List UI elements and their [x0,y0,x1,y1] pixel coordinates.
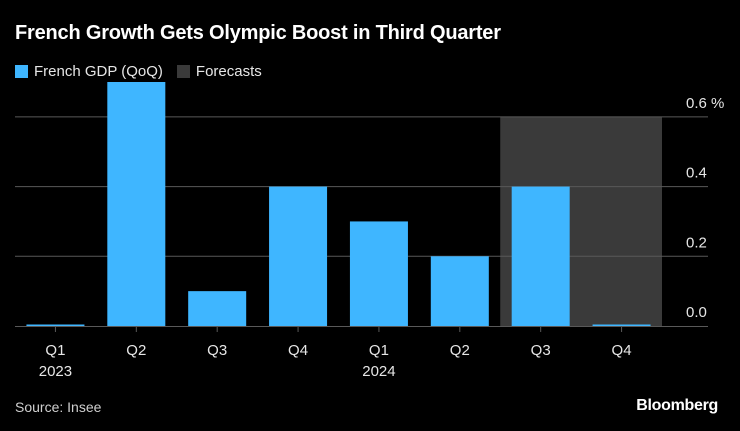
x-tick-label-0: Q1 [45,342,65,359]
x-year-label-0: 2023 [39,363,72,380]
legend-swatch-gdp [15,64,28,78]
x-tick-label-2: Q3 [207,342,227,359]
bar-4 [349,221,408,326]
bar-2 [188,291,247,326]
x-tick-label-5: Q2 [450,342,470,359]
legend-item-gdp: French GDP (QoQ) [15,63,163,80]
bar-7 [592,324,651,326]
chart-title: French Growth Gets Olympic Boost in Thir… [15,22,501,44]
y-tick-label-0: 0.0 [686,304,707,321]
legend-item-forecasts: Forecasts [176,62,262,80]
x-tick-label-7: Q4 [612,342,632,359]
bar-1 [107,82,166,326]
y-tick-label-1: 0.2 [686,234,707,251]
x-tick-label-4: Q1 [369,342,389,359]
y-tick-label-3: 0.6 % [686,95,724,112]
bar-6 [511,186,570,326]
x-tick-label-3: Q4 [288,342,308,359]
bar-0 [26,324,85,326]
legend-label-gdp: French GDP (QoQ) [34,62,163,80]
legend: French GDP (QoQ) Forecasts [15,62,276,80]
y-tick-label-2: 0.4 [686,165,707,182]
bar-5 [430,256,489,326]
source-note: Source: Insee [15,399,102,415]
x-tick-label-1: Q2 [126,342,146,359]
bloomberg-logo: Bloomberg [636,397,718,414]
legend-label-forecasts: Forecasts [195,62,262,80]
x-tick-label-6: Q3 [531,342,551,359]
x-year-label-4: 2024 [362,363,395,380]
bar-3 [269,186,328,326]
legend-swatch-forecasts [176,64,190,78]
